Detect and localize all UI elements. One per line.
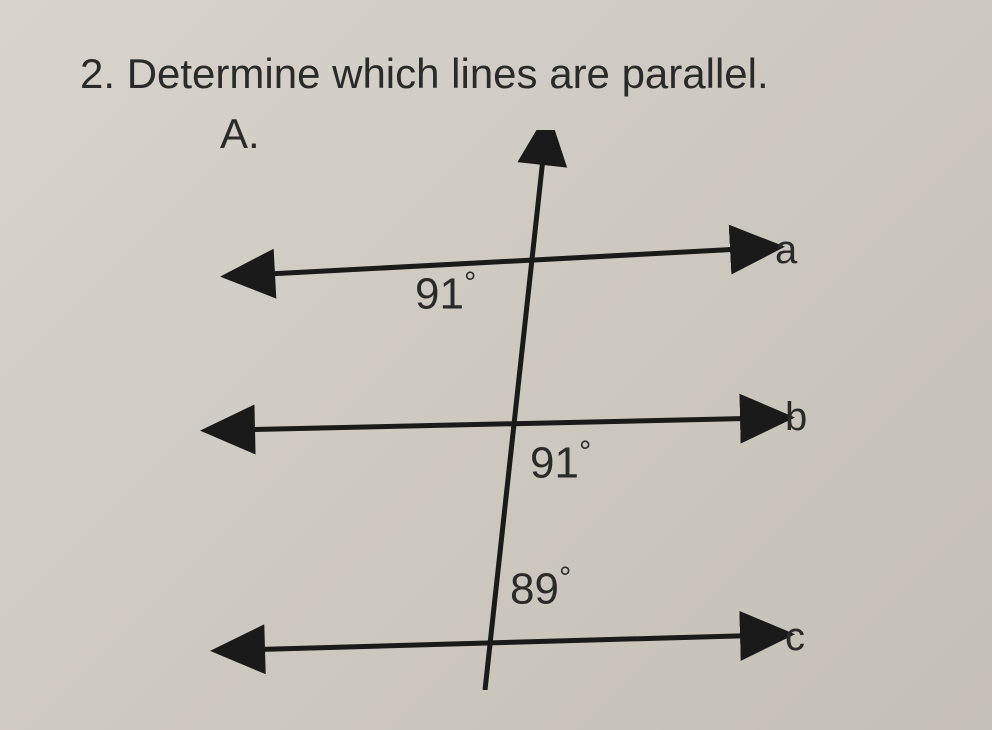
line-c	[240, 635, 770, 650]
question-number: 2.	[80, 50, 115, 97]
angle-unit-1: °	[464, 265, 476, 300]
line-label-c: c	[785, 615, 805, 660]
question-text: 2. Determine which lines are parallel.	[80, 50, 769, 98]
line-label-a: a	[775, 228, 797, 273]
geometry-diagram: 91° 91° 89° a b c	[150, 130, 850, 690]
angle-unit-2: °	[579, 434, 591, 469]
angle-value-1: 91	[415, 270, 464, 319]
line-b	[230, 418, 770, 430]
angle-label-a: 91°	[415, 265, 476, 320]
angle-label-c: 89°	[510, 560, 571, 615]
line-label-b: b	[785, 395, 807, 440]
angle-value-3: 89	[510, 565, 559, 614]
angle-value-2: 91	[530, 439, 579, 488]
line-a	[250, 248, 760, 275]
diagram-svg	[150, 130, 850, 690]
angle-label-b: 91°	[530, 434, 591, 489]
question-body: Determine which lines are parallel.	[127, 50, 769, 97]
angle-unit-3: °	[559, 560, 571, 595]
